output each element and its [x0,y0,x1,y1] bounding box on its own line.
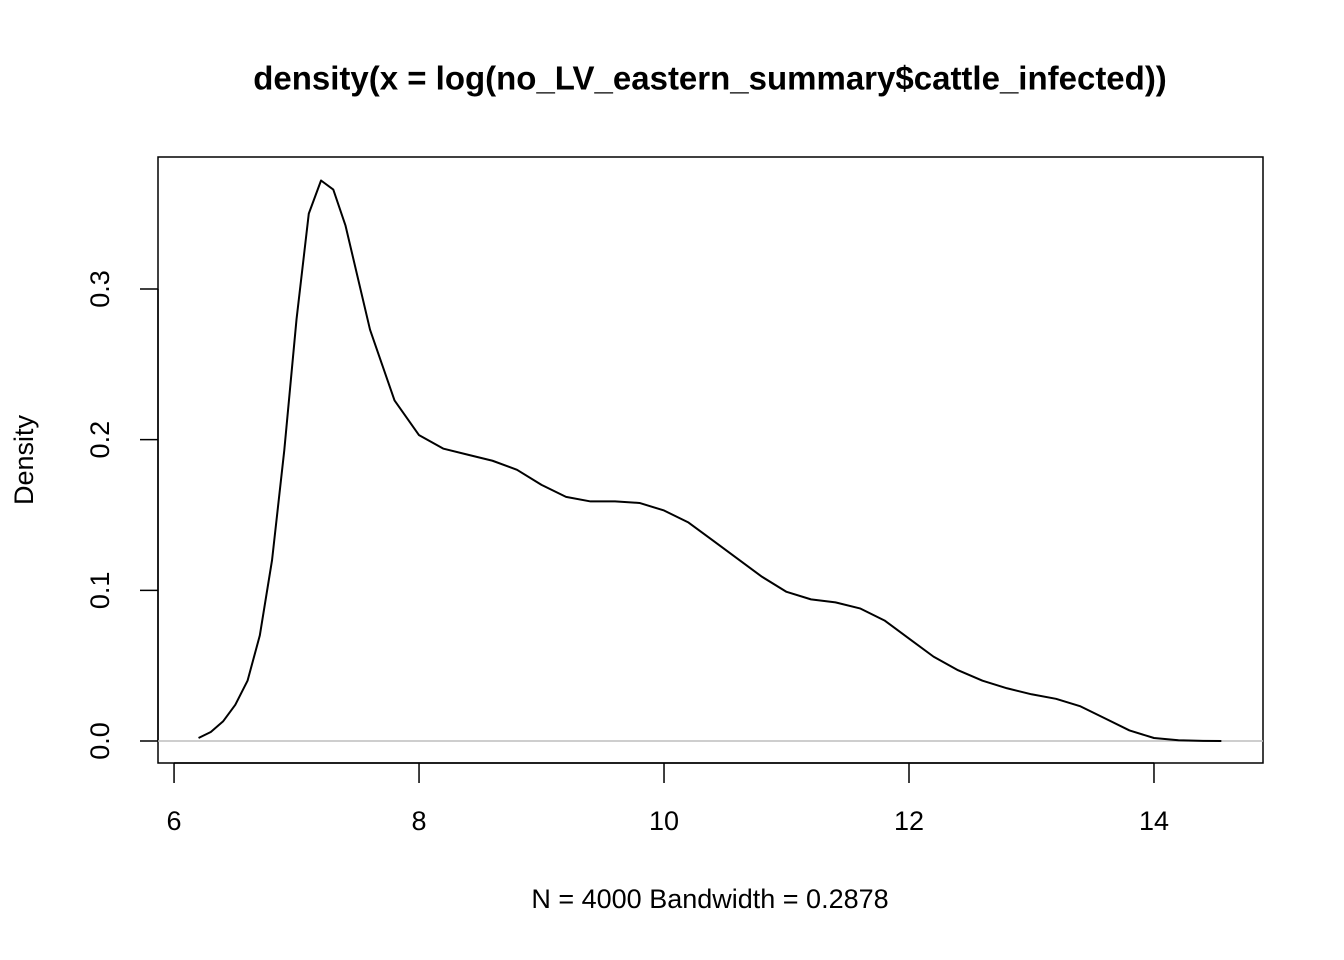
x-tick-label: 14 [1139,806,1169,836]
chart-title: density(x = log(no_LV_eastern_summary$ca… [253,60,1167,97]
x-tick-label: 12 [894,806,924,836]
y-axis-label: Density [9,414,39,505]
density-line [198,179,1222,742]
y-tick-label: 0.1 [85,572,115,610]
x-tick-label: 10 [649,806,679,836]
x-tick-label: 8 [412,806,427,836]
y-tick-label: 0.3 [85,270,115,308]
x-axis-label: N = 4000 Bandwidth = 0.2878 [531,884,888,914]
x-tick-label: 6 [167,806,182,836]
plot-box [157,156,1264,764]
y-tick-label: 0.0 [85,722,115,760]
y-tick-label: 0.2 [85,421,115,459]
